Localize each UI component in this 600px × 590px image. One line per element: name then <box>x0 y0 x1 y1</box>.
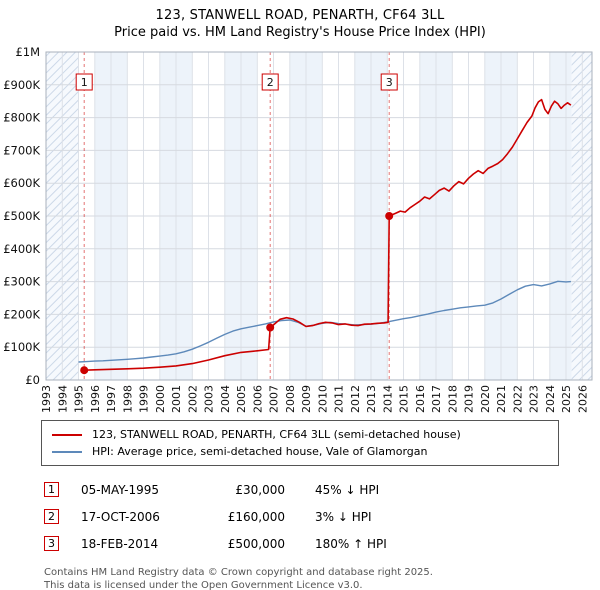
svg-text:2016: 2016 <box>414 385 427 413</box>
page-subtitle: Price paid vs. HM Land Registry's House … <box>114 25 486 40</box>
legend-item-property: 123, STANWELL ROAD, PENARTH, CF64 3LL (s… <box>52 426 548 443</box>
sale-date: 17-OCT-2006 <box>81 509 160 524</box>
svg-text:2025: 2025 <box>560 385 573 413</box>
footer-line-1: Contains HM Land Registry data © Crown c… <box>44 567 433 578</box>
sale-hpi-comparison: 3% ↓ HPI <box>315 509 372 524</box>
svg-text:2019: 2019 <box>463 385 476 413</box>
legend-swatch <box>52 433 82 436</box>
table-row: 1 05-MAY-1995 £30,000 45% ↓ HPI <box>44 476 600 503</box>
sale-number-badge: 2 <box>44 509 59 524</box>
sale-price: £30,000 <box>235 482 285 497</box>
svg-text:1998: 1998 <box>121 385 134 413</box>
svg-text:£1M: £1M <box>15 45 40 59</box>
svg-text:£800K: £800K <box>3 111 40 125</box>
footer-line-2: This data is licensed under the Open Gov… <box>44 580 363 590</box>
sale-date: 18-FEB-2014 <box>81 536 159 551</box>
svg-text:1995: 1995 <box>73 385 86 413</box>
svg-text:£400K: £400K <box>3 242 40 256</box>
sale-number-badge: 3 <box>44 536 59 551</box>
svg-text:2005: 2005 <box>235 385 248 413</box>
svg-text:2003: 2003 <box>203 385 216 413</box>
svg-text:£500K: £500K <box>3 209 40 223</box>
sales-table: 1 05-MAY-1995 £30,000 45% ↓ HPI 2 17-OCT… <box>44 476 600 557</box>
svg-text:2007: 2007 <box>268 385 281 413</box>
svg-text:2014: 2014 <box>381 385 394 413</box>
license-footer: Contains HM Land Registry data © Crown c… <box>44 566 600 590</box>
svg-text:£700K: £700K <box>3 143 40 157</box>
svg-text:2026: 2026 <box>576 385 589 413</box>
svg-text:£0: £0 <box>25 373 40 387</box>
chart-legend: 123, STANWELL ROAD, PENARTH, CF64 3LL (s… <box>41 420 559 466</box>
table-row: 2 17-OCT-2006 £160,000 3% ↓ HPI <box>44 503 600 530</box>
svg-text:2010: 2010 <box>316 385 329 413</box>
svg-text:1994: 1994 <box>56 385 69 413</box>
legend-label-property: 123, STANWELL ROAD, PENARTH, CF64 3LL (s… <box>92 428 461 441</box>
svg-text:2002: 2002 <box>186 385 199 413</box>
sale-date: 05-MAY-1995 <box>81 482 160 497</box>
svg-text:1993: 1993 <box>40 385 53 413</box>
sale-number-badge: 1 <box>44 482 59 497</box>
svg-text:2021: 2021 <box>495 385 508 413</box>
legend-swatch <box>52 450 82 453</box>
page: 123, STANWELL ROAD, PENARTH, CF64 3LL Pr… <box>0 8 600 590</box>
svg-text:2009: 2009 <box>300 385 313 413</box>
sale-price: £160,000 <box>227 509 285 524</box>
svg-text:2000: 2000 <box>154 385 167 413</box>
svg-text:1996: 1996 <box>89 385 102 413</box>
svg-text:2008: 2008 <box>284 385 297 413</box>
svg-text:2011: 2011 <box>333 385 346 413</box>
price-history-chart: 1 2 3 £0 £100K £200K £300K £400K £500K £600K £700K… <box>3 45 593 413</box>
svg-text:£900K: £900K <box>3 78 40 92</box>
svg-text:1999: 1999 <box>138 385 151 413</box>
legend-item-hpi: HPI: Average price, semi-detached house,… <box>52 443 548 460</box>
sale-price: £500,000 <box>227 536 285 551</box>
legend-label-hpi: HPI: Average price, semi-detached house,… <box>92 445 428 458</box>
svg-text:2022: 2022 <box>511 385 524 413</box>
svg-text:2001: 2001 <box>170 385 183 413</box>
svg-text:£200K: £200K <box>3 307 40 321</box>
sale-hpi-comparison: 180% ↑ HPI <box>315 536 387 551</box>
svg-text:2: 2 <box>267 76 274 89</box>
svg-text:2024: 2024 <box>544 385 557 413</box>
svg-text:2018: 2018 <box>446 385 459 413</box>
svg-text:2004: 2004 <box>219 385 232 413</box>
svg-text:2012: 2012 <box>349 385 362 413</box>
svg-text:2015: 2015 <box>398 385 411 413</box>
table-row: 3 18-FEB-2014 £500,000 180% ↑ HPI <box>44 530 600 557</box>
svg-text:3: 3 <box>386 76 393 89</box>
svg-text:£100K: £100K <box>3 340 40 354</box>
svg-text:2013: 2013 <box>365 385 378 413</box>
svg-text:2017: 2017 <box>430 385 443 413</box>
svg-text:£300K: £300K <box>3 275 40 289</box>
svg-text:2006: 2006 <box>251 385 264 413</box>
svg-text:1997: 1997 <box>105 385 118 413</box>
svg-text:£600K: £600K <box>3 176 40 190</box>
svg-text:2023: 2023 <box>528 385 541 413</box>
svg-text:2020: 2020 <box>479 385 492 413</box>
svg-text:1: 1 <box>81 76 88 89</box>
sale-hpi-comparison: 45% ↓ HPI <box>315 482 380 497</box>
page-title: 123, STANWELL ROAD, PENARTH, CF64 3LL <box>155 8 445 23</box>
